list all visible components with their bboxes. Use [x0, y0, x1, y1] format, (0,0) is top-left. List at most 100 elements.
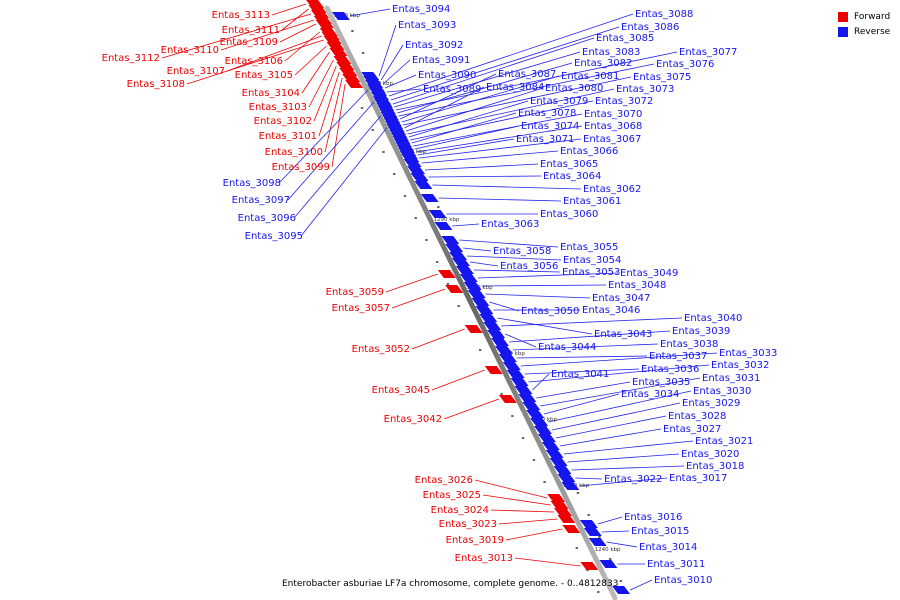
forward-gene-arrow[interactable] — [445, 285, 464, 293]
forward-gene-label[interactable]: Entas_3113 — [212, 10, 270, 21]
reverse-gene-arrow[interactable] — [410, 173, 429, 181]
reverse-gene-label[interactable]: Entas_3031 — [702, 373, 760, 384]
reverse-gene-label[interactable]: Entas_3055 — [560, 242, 618, 253]
forward-gene-arrow[interactable] — [562, 525, 581, 533]
reverse-gene-label[interactable]: Entas_3029 — [682, 398, 740, 409]
reverse-gene-arrow[interactable] — [459, 274, 478, 282]
reverse-gene-label[interactable]: Entas_3085 — [596, 33, 654, 44]
forward-gene-arrow[interactable] — [464, 325, 483, 333]
reverse-gene-arrow[interactable] — [491, 338, 510, 346]
forward-gene-label[interactable]: Entas_3104 — [242, 88, 300, 99]
reverse-gene-label[interactable]: Entas_3014 — [639, 542, 697, 553]
forward-gene-label[interactable]: Entas_3057 — [332, 303, 390, 314]
reverse-gene-label[interactable]: Entas_3097 — [232, 195, 290, 206]
reverse-gene-label[interactable]: Entas_3054 — [563, 255, 621, 266]
forward-gene-label[interactable]: Entas_3052 — [352, 344, 410, 355]
forward-gene-label[interactable]: Entas_3109 — [220, 37, 278, 48]
reverse-gene-arrow[interactable] — [537, 434, 556, 442]
reverse-gene-arrow[interactable] — [445, 244, 464, 252]
reverse-gene-label[interactable]: Entas_3036 — [641, 364, 699, 375]
reverse-gene-arrow[interactable] — [510, 378, 529, 386]
reverse-gene-arrow[interactable] — [407, 166, 426, 174]
reverse-gene-arrow[interactable] — [471, 298, 490, 306]
reverse-gene-label[interactable]: Entas_3092 — [405, 40, 463, 51]
forward-gene-arrow[interactable] — [345, 80, 364, 88]
reverse-gene-arrow[interactable] — [475, 306, 494, 314]
reverse-gene-label[interactable]: Entas_3027 — [663, 424, 721, 435]
forward-gene-arrow[interactable] — [547, 494, 566, 502]
reverse-gene-arrow[interactable] — [588, 538, 607, 546]
reverse-gene-arrow[interactable] — [599, 560, 618, 568]
reverse-gene-label[interactable]: Entas_3086 — [621, 22, 679, 33]
forward-gene-label[interactable]: Entas_3019 — [446, 535, 504, 546]
reverse-gene-label[interactable]: Entas_3083 — [582, 47, 640, 58]
reverse-gene-label[interactable]: Entas_3082 — [574, 58, 632, 69]
reverse-gene-label[interactable]: Entas_3078 — [518, 108, 576, 119]
reverse-gene-arrow[interactable] — [553, 466, 572, 474]
reverse-gene-label[interactable]: Entas_3046 — [582, 305, 640, 316]
reverse-gene-label[interactable]: Entas_3064 — [543, 171, 601, 182]
reverse-gene-label[interactable]: Entas_3058 — [493, 246, 551, 257]
reverse-gene-arrow[interactable] — [522, 402, 541, 410]
reverse-gene-arrow[interactable] — [583, 528, 602, 536]
forward-gene-label[interactable]: Entas_3025 — [423, 490, 481, 501]
reverse-gene-arrow[interactable] — [467, 290, 486, 298]
reverse-gene-label[interactable]: Entas_3062 — [583, 184, 641, 195]
reverse-gene-arrow[interactable] — [428, 210, 447, 218]
reverse-gene-label[interactable]: Entas_3081 — [561, 71, 619, 82]
reverse-gene-label[interactable]: Entas_3047 — [592, 293, 650, 304]
reverse-gene-label[interactable]: Entas_3048 — [608, 280, 666, 291]
reverse-gene-label[interactable]: Entas_3067 — [583, 134, 641, 145]
reverse-gene-arrow[interactable] — [487, 330, 506, 338]
forward-gene-label[interactable]: Entas_3013 — [455, 553, 513, 564]
reverse-gene-arrow[interactable] — [549, 458, 568, 466]
reverse-gene-label[interactable]: Entas_3043 — [594, 329, 652, 340]
reverse-gene-label[interactable]: Entas_3065 — [540, 159, 598, 170]
forward-gene-label[interactable]: Entas_3110 — [161, 45, 219, 56]
reverse-gene-arrow[interactable] — [403, 159, 422, 167]
reverse-gene-label[interactable]: Entas_3015 — [631, 526, 689, 537]
reverse-gene-label[interactable]: Entas_3039 — [672, 326, 730, 337]
reverse-gene-label[interactable]: Entas_3075 — [633, 72, 691, 83]
reverse-gene-label[interactable]: Entas_3053 — [562, 267, 620, 278]
reverse-gene-label[interactable]: Entas_3038 — [660, 339, 718, 350]
reverse-gene-label[interactable]: Entas_3060 — [540, 209, 598, 220]
reverse-gene-label[interactable]: Entas_3033 — [719, 348, 777, 359]
reverse-gene-arrow[interactable] — [514, 386, 533, 394]
reverse-gene-label[interactable]: Entas_3011 — [647, 559, 705, 570]
forward-gene-label[interactable]: Entas_3045 — [372, 385, 430, 396]
reverse-gene-arrow[interactable] — [483, 322, 502, 330]
reverse-gene-label[interactable]: Entas_3098 — [223, 178, 281, 189]
reverse-gene-label[interactable]: Entas_3010 — [654, 575, 712, 586]
forward-gene-label[interactable]: Entas_3108 — [127, 79, 185, 90]
reverse-gene-label[interactable]: Entas_3096 — [238, 213, 296, 224]
reverse-gene-label[interactable]: Entas_3049 — [620, 268, 678, 279]
reverse-gene-label[interactable]: Entas_3077 — [679, 47, 737, 58]
reverse-gene-label[interactable]: Entas_3070 — [584, 109, 642, 120]
reverse-gene-label[interactable]: Entas_3022 — [604, 474, 662, 485]
reverse-gene-arrow[interactable] — [530, 418, 549, 426]
reverse-gene-arrow[interactable] — [441, 236, 460, 244]
reverse-gene-label[interactable]: Entas_3050 — [521, 306, 579, 317]
reverse-gene-label[interactable]: Entas_3091 — [412, 55, 470, 66]
forward-gene-arrow[interactable] — [484, 366, 503, 374]
reverse-gene-label[interactable]: Entas_3079 — [530, 96, 588, 107]
reverse-gene-arrow[interactable] — [506, 370, 525, 378]
reverse-gene-label[interactable]: Entas_3088 — [635, 9, 693, 20]
reverse-gene-label[interactable]: Entas_3095 — [245, 231, 303, 242]
forward-gene-label[interactable]: Entas_3111 — [222, 25, 280, 36]
forward-gene-label[interactable]: Entas_3024 — [431, 505, 489, 516]
forward-gene-arrow[interactable] — [550, 501, 569, 509]
reverse-gene-label[interactable]: Entas_3018 — [686, 461, 744, 472]
forward-gene-label[interactable]: Entas_3042 — [384, 414, 442, 425]
reverse-gene-label[interactable]: Entas_3090 — [418, 70, 476, 81]
reverse-gene-label[interactable]: Entas_3016 — [624, 512, 682, 523]
forward-gene-arrow[interactable] — [580, 562, 599, 570]
reverse-gene-arrow[interactable] — [502, 362, 521, 370]
reverse-gene-label[interactable]: Entas_3032 — [711, 360, 769, 371]
reverse-gene-label[interactable]: Entas_3034 — [621, 389, 679, 400]
reverse-gene-arrow[interactable] — [463, 282, 482, 290]
reverse-gene-arrow[interactable] — [545, 450, 564, 458]
forward-gene-label[interactable]: Entas_3105 — [235, 70, 293, 81]
forward-gene-label[interactable]: Entas_3101 — [259, 131, 317, 142]
